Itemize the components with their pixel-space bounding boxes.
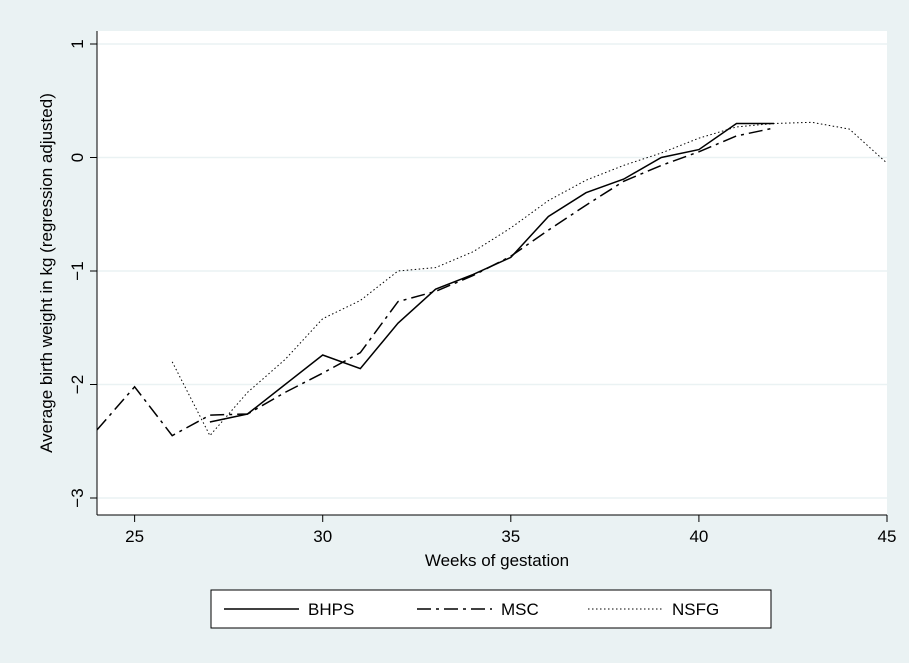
x-tick-label: 30 bbox=[313, 527, 332, 546]
legend-label-bhps: BHPS bbox=[308, 600, 354, 619]
x-tick-label: 40 bbox=[689, 527, 708, 546]
x-axis-label: Weeks of gestation bbox=[425, 551, 569, 570]
y-tick-label: −3 bbox=[68, 488, 87, 507]
plot-area bbox=[97, 31, 887, 515]
y-tick-label: −2 bbox=[68, 375, 87, 394]
y-tick-label: −1 bbox=[68, 261, 87, 280]
legend: BHPS MSC NSFG bbox=[210, 589, 772, 629]
gridlines bbox=[97, 43, 887, 499]
x-tick-label: 45 bbox=[878, 527, 897, 546]
x-axis-ticks: 25 30 35 40 45 bbox=[125, 515, 896, 546]
legend-label-msc: MSC bbox=[501, 600, 539, 619]
legend-label-nsfg: NSFG bbox=[672, 600, 719, 619]
x-tick-label: 25 bbox=[125, 527, 144, 546]
y-axis-label: Average birth weight in kg (regression a… bbox=[37, 93, 56, 453]
y-tick-label: 0 bbox=[68, 153, 87, 162]
x-tick-label: 35 bbox=[501, 527, 520, 546]
y-tick-label: 1 bbox=[68, 39, 87, 48]
y-axis-ticks: −3 −2 −1 0 1 bbox=[68, 39, 97, 508]
series-lines bbox=[96, 121, 888, 437]
